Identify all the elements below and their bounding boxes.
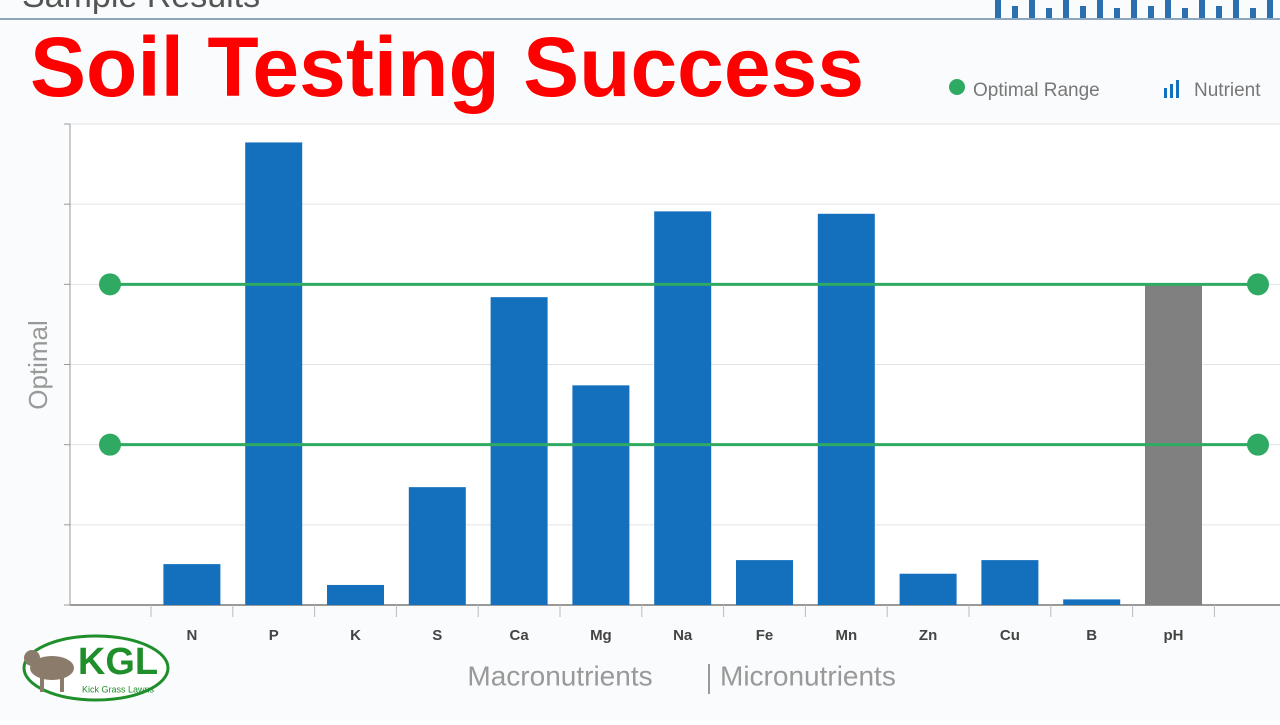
header-icon (995, 0, 1273, 18)
optimal-marker (99, 433, 121, 456)
x-tick-label: Fe (756, 627, 774, 644)
x-tick-label: Zn (919, 627, 937, 644)
x-tick-label: Na (673, 627, 693, 644)
y-axis-label: Optimal (23, 320, 53, 410)
bar (1063, 599, 1121, 605)
bar (899, 573, 957, 605)
group-label: Micronutrients (720, 660, 896, 691)
bar (654, 211, 712, 606)
bar (817, 213, 875, 605)
x-tick-label: Cu (1000, 627, 1020, 644)
logo-name: Kick Grass Lawns (82, 684, 155, 694)
header-title: Sample Results (22, 0, 260, 15)
bar (408, 487, 466, 605)
bar (572, 385, 630, 605)
x-tick-label: P (269, 627, 279, 644)
x-tick-label: K (350, 627, 361, 644)
overlay-title: Soil Testing Success (30, 20, 864, 114)
x-tick-label: pH (1164, 627, 1184, 644)
x-tick-label: Mg (590, 627, 612, 644)
x-tick-label: Mn (835, 627, 857, 644)
bar (163, 564, 221, 605)
logo-initials: KGL (78, 641, 158, 683)
legend-optimal-swatch (949, 79, 965, 95)
group-label: Macronutrients (467, 660, 652, 691)
x-tick-label: S (432, 627, 442, 644)
legend-nutrient-swatch (1164, 80, 1179, 98)
legend-optimal-label: Optimal Range (973, 80, 1100, 101)
logo: KGL Kick Grass Lawns (22, 634, 170, 702)
x-tick-label: N (186, 627, 197, 644)
x-tick-label: B (1086, 627, 1097, 644)
optimal-marker (99, 273, 121, 296)
optimal-marker (1247, 273, 1269, 296)
x-tick-label: Ca (510, 627, 530, 644)
optimal-marker (1247, 433, 1269, 456)
bar (490, 297, 548, 605)
bar (981, 560, 1039, 605)
bar (736, 560, 793, 605)
bar (245, 142, 303, 605)
legend-nutrient-label: Nutrient (1194, 80, 1261, 101)
bar (327, 584, 384, 605)
